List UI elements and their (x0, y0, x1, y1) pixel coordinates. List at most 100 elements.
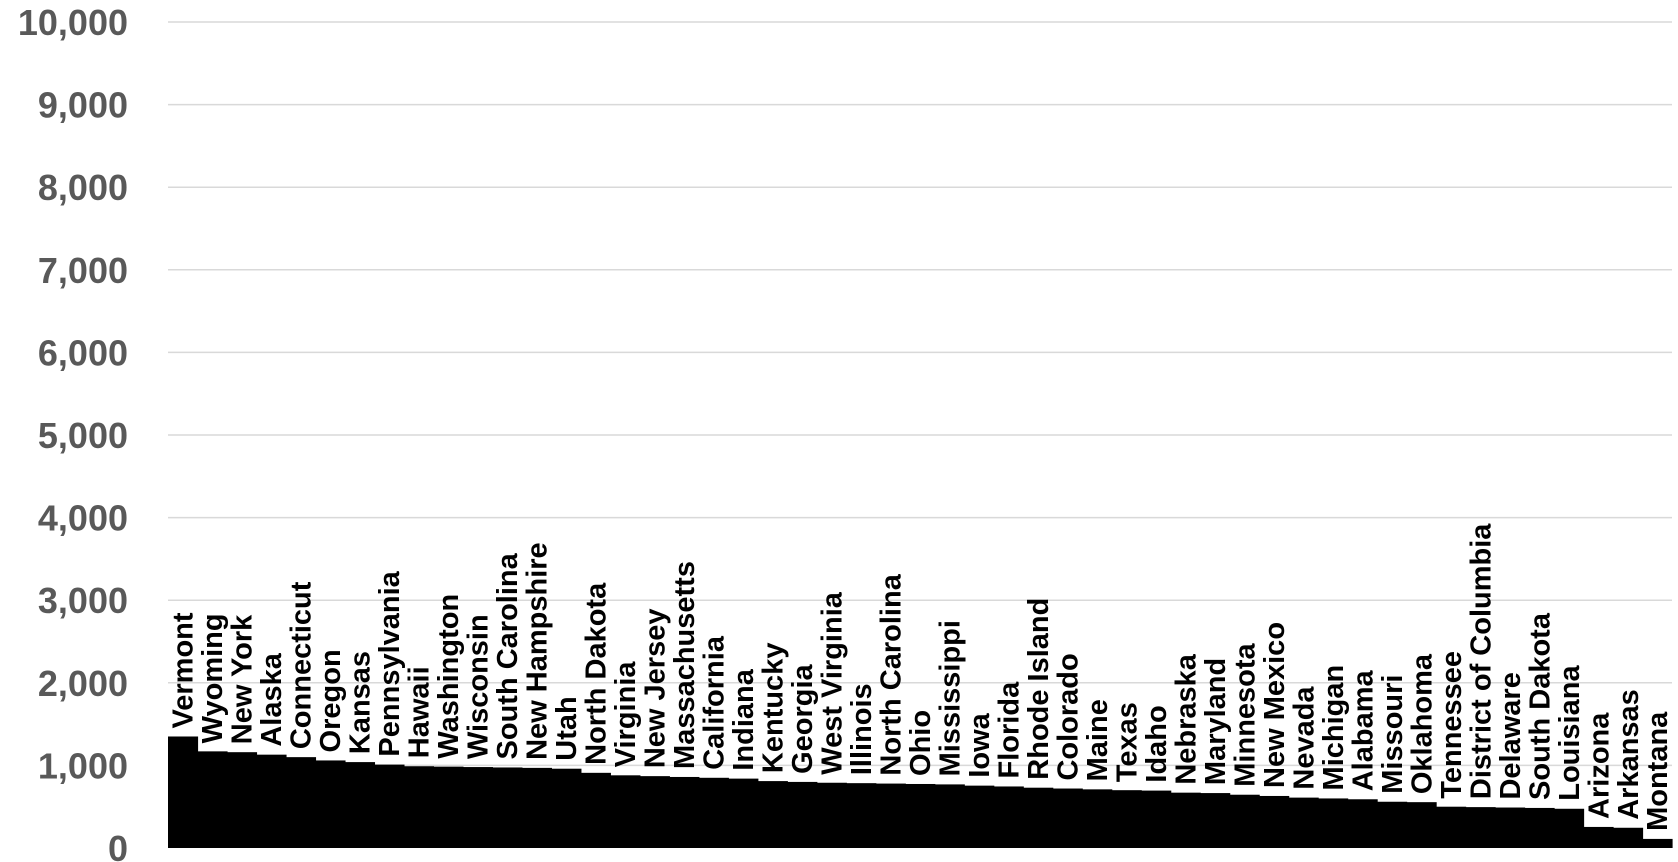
category-label: California (699, 635, 731, 770)
bar (1642, 838, 1673, 848)
bar (551, 768, 582, 848)
y-tick-label: 3,000 (38, 580, 128, 621)
category-label: Maryland (1200, 658, 1232, 785)
bar (521, 767, 552, 848)
category-label: Colorado (1052, 653, 1084, 780)
bar (580, 772, 611, 848)
bar (698, 777, 729, 848)
category-label: Utah (551, 696, 583, 760)
bars (168, 736, 1673, 848)
category-label: Idaho (1141, 705, 1173, 782)
category-label: Wisconsin (463, 614, 495, 759)
category-label: Oklahoma (1406, 653, 1438, 794)
bar (462, 767, 493, 848)
category-label: Texas (1111, 702, 1143, 782)
category-label: Indiana (728, 668, 760, 770)
category-label: Minnesota (1229, 642, 1261, 786)
category-label: Pennsylvania (374, 570, 406, 756)
y-axis-tick-labels: 0 1,000 2,000 3,000 4,000 5,000 6,000 7,000 8,00… (18, 2, 128, 862)
bar (197, 751, 228, 848)
bar (639, 776, 670, 848)
bar (1436, 806, 1467, 848)
bar (610, 775, 641, 848)
bar (1200, 793, 1231, 848)
category-label: District of Columbia (1465, 523, 1497, 799)
category-label: Alaska (256, 652, 288, 746)
bar (1170, 792, 1201, 848)
category-label: New Jersey (640, 609, 672, 769)
bar (1259, 795, 1290, 848)
y-tick-label: 1,000 (38, 745, 128, 786)
category-label: Hawaii (404, 666, 436, 758)
category-label: Mississippi (934, 620, 966, 776)
bar (1524, 807, 1555, 848)
category-label: Oregon (315, 649, 347, 752)
category-label: Delaware (1495, 672, 1527, 799)
category-label: Vermont (168, 612, 200, 728)
category-label: Iowa (964, 712, 996, 777)
bar (1318, 798, 1349, 848)
bar (1023, 787, 1054, 848)
bar (757, 781, 788, 848)
bar (1082, 789, 1113, 848)
category-label: Nevada (1288, 686, 1320, 790)
y-tick-label: 6,000 (38, 332, 128, 373)
bar (816, 782, 847, 848)
category-label: West Virginia (817, 591, 849, 775)
bar (256, 754, 287, 848)
category-label: Arkansas (1613, 689, 1645, 820)
bar (492, 767, 523, 848)
bar (285, 757, 317, 848)
bar (669, 776, 700, 848)
bar (1583, 826, 1614, 848)
bar (1554, 808, 1585, 848)
bar (226, 752, 258, 848)
category-label: Montana (1642, 711, 1674, 831)
category-label: Michigan (1318, 665, 1350, 791)
bar (787, 781, 818, 848)
bar (1613, 827, 1644, 848)
category-label: South Carolina (492, 552, 524, 759)
y-tick-label: 8,000 (38, 167, 128, 208)
category-label: New Mexico (1259, 622, 1291, 788)
category-label: Kentucky (758, 643, 790, 774)
gridlines (168, 21, 1672, 767)
bar (1052, 788, 1083, 848)
y-tick-label: 2,000 (38, 663, 128, 704)
bar (315, 760, 346, 848)
bar (993, 786, 1024, 848)
category-label: Rhode Island (1023, 598, 1055, 780)
category-label: Nebraska (1170, 653, 1202, 784)
category-label: Tennessee (1436, 651, 1468, 799)
bar (168, 736, 199, 848)
bar (403, 766, 435, 848)
bar (1377, 801, 1408, 848)
bar (1111, 790, 1142, 848)
bar (1229, 794, 1260, 848)
category-label: Virginia (610, 661, 642, 768)
category-label: Massachusetts (669, 561, 701, 769)
category-label: Louisiana (1554, 665, 1586, 801)
y-tick-label: 7,000 (38, 250, 128, 291)
y-tick-label: 5,000 (38, 415, 128, 456)
bar (1347, 799, 1378, 848)
bar (846, 783, 877, 848)
category-label: Kansas (345, 651, 377, 754)
category-label: Arizona (1583, 712, 1615, 819)
y-tick-label: 10,000 (18, 2, 128, 43)
y-tick-label: 4,000 (38, 498, 128, 539)
category-label: Maine (1082, 699, 1114, 781)
category-label: North Dakota (581, 582, 613, 765)
category-label: Florida (993, 681, 1025, 779)
category-label: Wyoming (197, 613, 229, 743)
bar (344, 762, 376, 848)
category-label: Illinois (846, 683, 878, 775)
category-label: South Dakota (1524, 612, 1556, 800)
category-label: Alabama (1347, 670, 1379, 792)
bar (433, 766, 464, 848)
bar (1288, 797, 1319, 848)
bar (1465, 807, 1496, 848)
